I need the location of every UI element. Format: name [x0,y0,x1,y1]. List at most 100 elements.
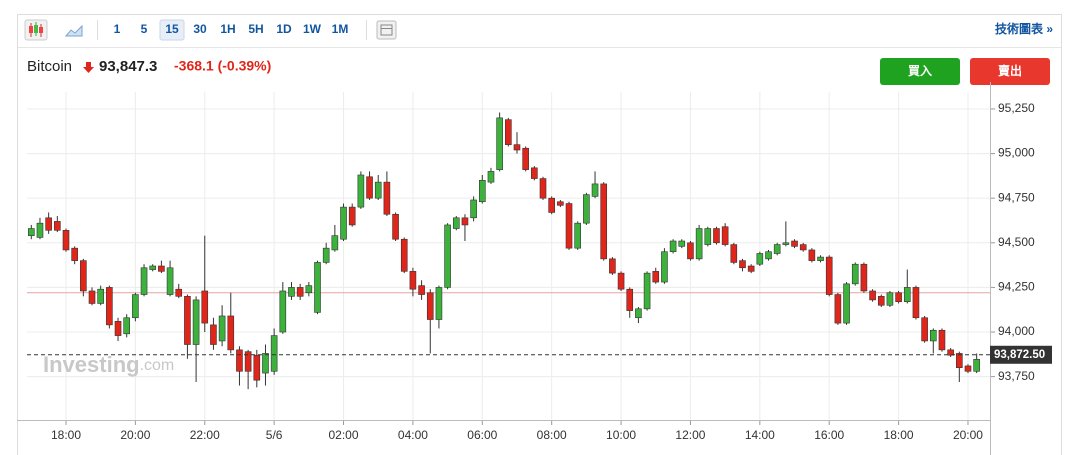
x-tick-label: 22:00 [190,428,220,442]
interval-button[interactable]: 1W [303,22,322,36]
watermark: Investing.com [43,352,174,377]
area-icon[interactable] [64,24,83,37]
candle-body [782,242,790,245]
settings-icon[interactable] [376,20,397,40]
candle-body [643,272,651,310]
candle-body [591,183,599,197]
candle-body [97,288,104,304]
candle-body [513,144,521,151]
x-tick-label: 06:00 [467,428,497,442]
x-tick-label: 18:00 [51,428,81,442]
candle-body [296,287,304,297]
x-tick-label: 20:00 [953,428,983,442]
candle-body [713,228,720,244]
interval-button[interactable]: 1D [276,22,292,36]
candle-body [80,260,87,292]
candle-body [799,244,807,251]
candle-body [834,294,842,324]
interval-button[interactable]: 5H [248,22,263,36]
interval-highlight [159,19,185,41]
candle-body [140,267,148,295]
candle-body [288,287,295,297]
candle-body [374,181,382,199]
interval-button[interactable]: 15 [165,22,179,36]
candle-body [106,287,113,326]
candle-body [418,285,425,295]
candle-body [487,171,495,183]
interval-button[interactable]: 30 [193,22,207,36]
instrument-name: Bitcoin [27,58,72,75]
candle-body [435,287,443,320]
interval-button[interactable]: 1 [114,22,121,36]
candle-body [583,194,590,224]
candle-body [444,224,451,288]
last-price-tag [990,345,1052,364]
candle-body [661,251,668,283]
watermark-suffix: .com [140,357,175,374]
candle-body [956,353,963,369]
candle-body [409,271,417,290]
candle-body [851,263,859,285]
candle-body [877,296,885,306]
candle-body [236,349,243,372]
candle-body [808,249,816,261]
candle-body [773,244,781,254]
watermark-brand: Investing [43,352,140,377]
candle-body [765,251,772,260]
candle-body [903,287,911,302]
candle-body [340,206,347,240]
candle-body [132,294,139,319]
candle-body [704,228,712,245]
candle-body [626,288,634,311]
icon-frame [380,24,393,36]
x-tick-label: 12:00 [675,428,705,442]
candle-body [149,265,157,270]
sell-label[interactable]: 賣出 [997,63,1022,78]
interval-button[interactable]: 5 [141,22,148,36]
candle-body [331,235,339,251]
candle-body [314,262,321,313]
candle-body [687,242,694,260]
icon-body [29,26,33,33]
candle-body [947,349,954,356]
candle-body [539,178,547,199]
sell-button[interactable] [970,58,1050,85]
interval-button[interactable]: 1M [332,22,349,36]
candle-body [739,260,746,269]
candle-body [817,256,824,261]
candle-body [54,221,61,231]
buy-label[interactable]: 買入 [908,64,932,78]
x-tick-label: 5/6 [266,428,283,442]
y-tick-label: 95,250 [998,101,1035,115]
x-tick-label: 04:00 [398,428,428,442]
candle-body [392,213,399,240]
candle-body [825,256,833,295]
chart-link[interactable]: 技術圖表 » [995,21,1053,36]
x-tick-label: 02:00 [329,428,359,442]
x-tick-label: 10:00 [606,428,636,442]
candle-body [253,354,261,381]
candle-body [496,117,503,170]
candle-body [357,174,365,208]
buy-button[interactable] [880,58,960,85]
candle-body [218,315,226,342]
candle-body [756,253,764,265]
candle-body [938,329,946,351]
y-tick-label: 95,000 [998,146,1035,160]
candle-body [652,271,660,283]
candle-icon[interactable] [24,19,48,41]
candle-body [452,217,460,229]
icon-bg [376,20,397,40]
candle-body [158,265,165,272]
candle-body [574,222,581,249]
interval-button[interactable]: 1H [220,22,235,36]
candle-body [192,299,200,345]
candle-body [929,329,937,342]
y-tick-label: 94,250 [998,280,1035,294]
candle-body [62,230,70,251]
candle-body [522,147,529,170]
candle-body [531,167,538,179]
candle-body [721,226,729,245]
candle-body [678,240,686,247]
